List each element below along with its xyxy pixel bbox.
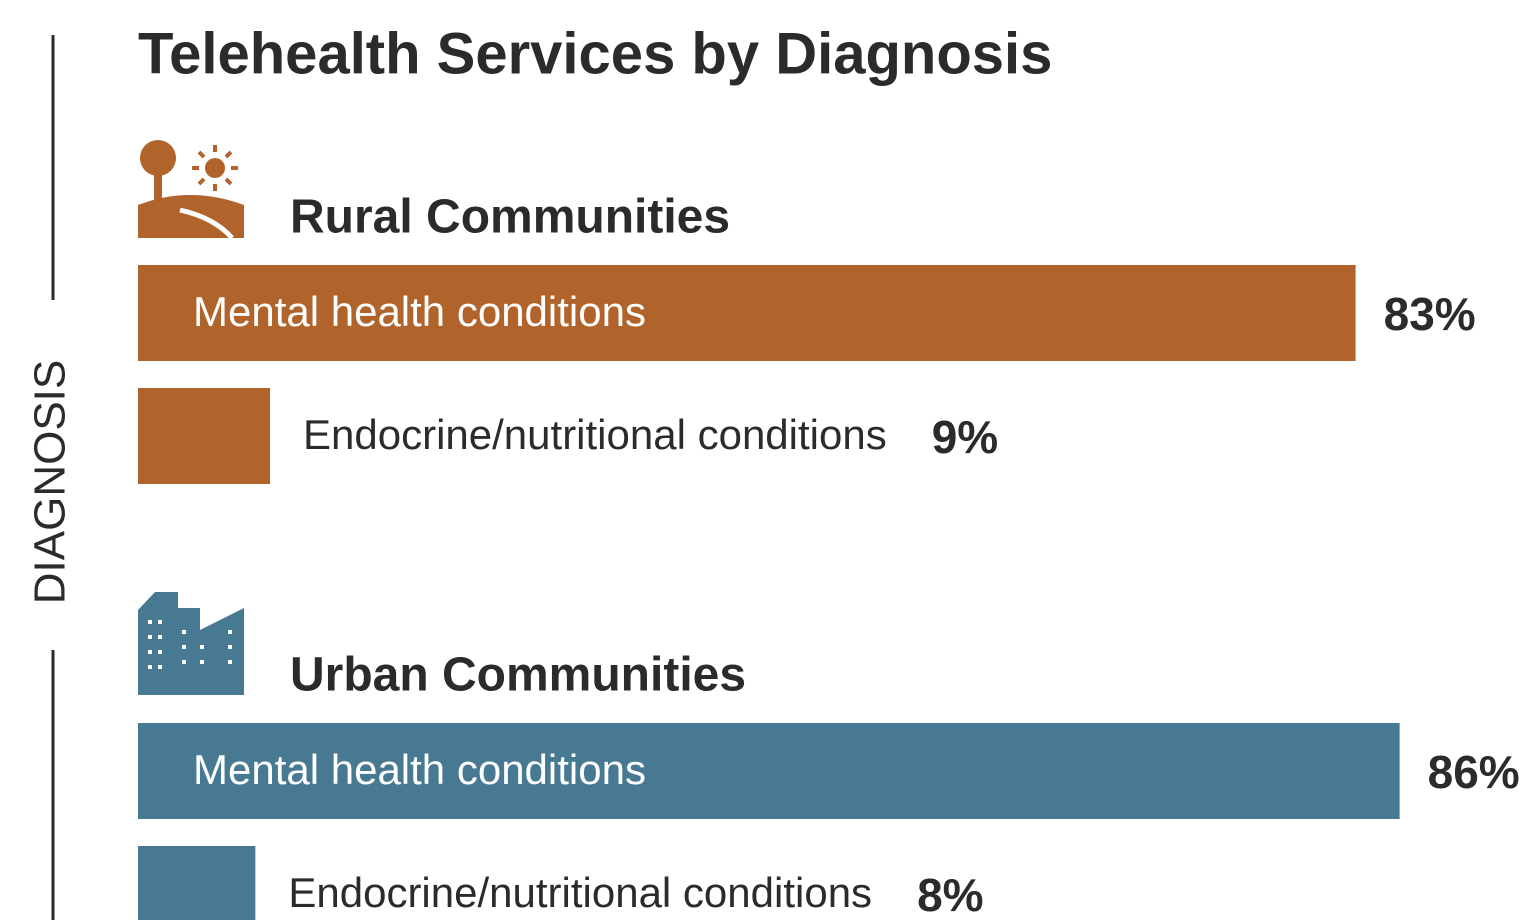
bar-label: Endocrine/nutritional conditions bbox=[303, 411, 887, 458]
bar bbox=[138, 265, 1356, 361]
rural-icon bbox=[138, 140, 244, 240]
group-title: Rural Communities bbox=[290, 191, 730, 244]
group-title: Urban Communities bbox=[290, 649, 746, 702]
bar-label: Mental health conditions bbox=[193, 746, 646, 793]
bar-label: Mental health conditions bbox=[193, 288, 646, 335]
axis-label: DIAGNOSIS bbox=[26, 360, 75, 605]
value-label: 83% bbox=[1384, 288, 1476, 340]
bar-label: Endocrine/nutritional conditions bbox=[288, 869, 872, 916]
bar bbox=[138, 723, 1400, 819]
bar bbox=[138, 846, 256, 920]
value-label: 9% bbox=[932, 411, 998, 463]
value-label: 8% bbox=[917, 869, 983, 920]
value-label: 86% bbox=[1428, 746, 1520, 798]
urban-icon bbox=[138, 592, 244, 695]
chart-title: Telehealth Services by Diagnosis bbox=[138, 21, 1052, 86]
bar bbox=[138, 388, 271, 484]
